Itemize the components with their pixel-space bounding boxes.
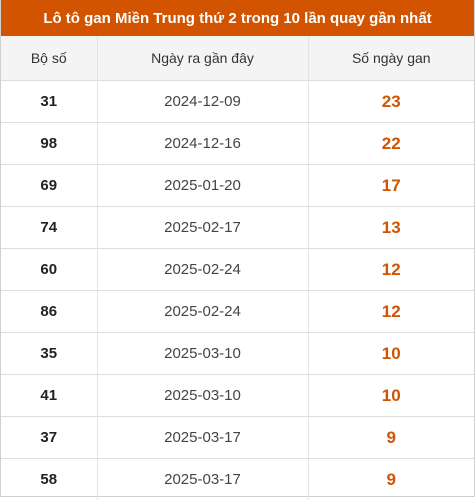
cell-days-gan: 12 [308, 291, 474, 333]
cell-last-date: 2025-01-20 [97, 165, 308, 207]
cell-last-date: 2024-12-16 [97, 123, 308, 165]
cell-number: 60 [1, 249, 97, 291]
cell-last-date: 2025-02-17 [97, 207, 308, 249]
cell-number: 35 [1, 333, 97, 375]
cell-days-gan: 13 [308, 207, 474, 249]
cell-last-date: 2024-12-09 [97, 81, 308, 123]
table-row: 69 2025-01-20 17 [1, 165, 474, 207]
cell-days-gan: 17 [308, 165, 474, 207]
table-row: 74 2025-02-17 13 [1, 207, 474, 249]
cell-days-gan: 23 [308, 81, 474, 123]
cell-days-gan: 22 [308, 123, 474, 165]
cell-last-date: 2025-03-10 [97, 333, 308, 375]
cell-number: 37 [1, 417, 97, 459]
cell-last-date: 2025-03-17 [97, 417, 308, 459]
table-row: 31 2024-12-09 23 [1, 81, 474, 123]
header-last-date: Ngày ra gần đây [97, 36, 308, 81]
cell-last-date: 2025-02-24 [97, 291, 308, 333]
table-row: 86 2025-02-24 12 [1, 291, 474, 333]
cell-number: 98 [1, 123, 97, 165]
table-row: 60 2025-02-24 12 [1, 249, 474, 291]
table-row: 58 2025-03-17 9 [1, 459, 474, 500]
cell-days-gan: 10 [308, 375, 474, 417]
cell-days-gan: 12 [308, 249, 474, 291]
cell-last-date: 2025-03-10 [97, 375, 308, 417]
cell-number: 41 [1, 375, 97, 417]
table-header-row: Bộ số Ngày ra gần đây Số ngày gan [1, 36, 474, 81]
table-title: Lô tô gan Miền Trung thứ 2 trong 10 lần … [1, 0, 474, 36]
table-row: 98 2024-12-16 22 [1, 123, 474, 165]
header-number: Bộ số [1, 36, 97, 81]
cell-number: 74 [1, 207, 97, 249]
cell-number: 69 [1, 165, 97, 207]
table-row: 41 2025-03-10 10 [1, 375, 474, 417]
cell-last-date: 2025-03-17 [97, 459, 308, 500]
table-row: 35 2025-03-10 10 [1, 333, 474, 375]
cell-days-gan: 9 [308, 417, 474, 459]
table-row: 37 2025-03-17 9 [1, 417, 474, 459]
cell-days-gan: 9 [308, 459, 474, 500]
cell-number: 86 [1, 291, 97, 333]
cell-last-date: 2025-02-24 [97, 249, 308, 291]
cell-number: 31 [1, 81, 97, 123]
cell-days-gan: 10 [308, 333, 474, 375]
gan-table: Bộ số Ngày ra gần đây Số ngày gan 31 202… [1, 36, 474, 500]
header-days-gan: Số ngày gan [308, 36, 474, 81]
cell-number: 58 [1, 459, 97, 500]
